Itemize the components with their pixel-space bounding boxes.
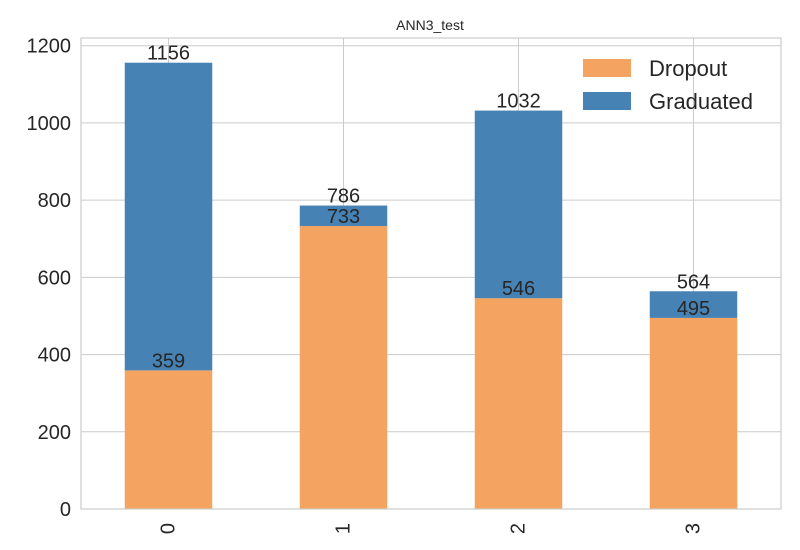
bar-graduated-0 [124, 62, 213, 371]
y-axis: 0 200 400 600 800 1000 1200 [27, 36, 72, 521]
bar-graduated-3 [649, 291, 738, 318]
x-tick-label: 0 [158, 523, 180, 534]
y-tick-label: 400 [38, 345, 71, 367]
bar-graduated-2 [474, 110, 563, 299]
x-tick-label: 2 [508, 523, 530, 534]
y-tick-label: 1000 [27, 113, 72, 135]
bar-graduated-1 [299, 205, 388, 227]
y-tick-label: 600 [38, 267, 71, 289]
data-label-total: 1032 [496, 91, 541, 113]
data-label-dropout: 359 [152, 350, 185, 372]
bar-dropout-3 [649, 317, 738, 509]
y-tick-label: 1200 [27, 36, 72, 58]
data-label-total: 564 [677, 271, 710, 293]
legend: Dropout Graduated [583, 56, 753, 114]
legend-label-graduated: Graduated [649, 89, 753, 114]
data-label-dropout: 495 [677, 298, 710, 320]
y-tick-label: 200 [38, 422, 71, 444]
y-tick-label: 0 [60, 499, 71, 521]
x-tick-label: 3 [683, 523, 705, 534]
legend-label-dropout: Dropout [649, 56, 727, 81]
x-axis: 0 1 2 3 [158, 523, 705, 534]
plot-frame [80, 37, 782, 510]
legend-swatch-dropout [583, 59, 631, 77]
bars [124, 62, 738, 510]
data-label-total: 1156 [147, 43, 190, 65]
bar-dropout-1 [299, 226, 388, 510]
bar-dropout-2 [474, 298, 563, 509]
data-label-total: 786 [327, 186, 360, 208]
bar-dropout-0 [124, 370, 213, 509]
data-label-dropout: 733 [327, 206, 360, 228]
data-label-dropout: 546 [502, 278, 535, 300]
y-tick-label: 800 [38, 190, 71, 212]
x-tick-label: 1 [333, 523, 355, 534]
chart-title: ANN3_test [396, 17, 464, 33]
legend-swatch-graduated [583, 92, 631, 110]
